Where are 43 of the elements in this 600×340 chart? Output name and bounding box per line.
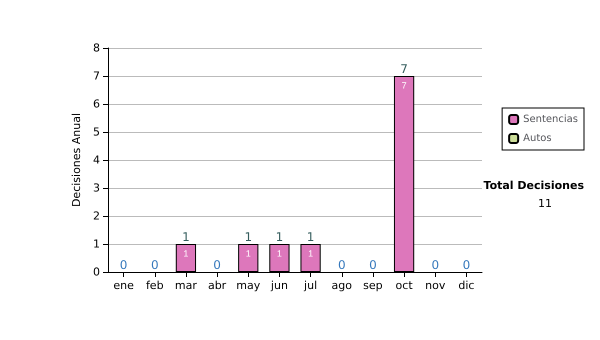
x-tick-label: ene [113, 279, 134, 292]
legend-label: Sentencias [523, 114, 578, 125]
x-tick-label: abr [208, 279, 227, 292]
x-tick-label: jul [303, 279, 318, 292]
data-label: 7 [402, 80, 407, 90]
data-label: 1 [308, 248, 314, 258]
total-label: 1 [276, 230, 284, 244]
y-tick-label: 0 [93, 266, 100, 278]
x-tick-label: feb [146, 279, 164, 292]
total-label: 0 [431, 258, 440, 272]
text: 11 [538, 197, 552, 210]
total-label: 0 [338, 258, 346, 272]
data-label: 1 [276, 248, 282, 258]
x-tick-label: oct [396, 279, 414, 292]
x-tick-label: nov [425, 279, 446, 292]
total-label: 1 [244, 230, 252, 244]
y-tick-label: 2 [93, 210, 100, 222]
legend-label: Autos [523, 133, 552, 144]
y-tick-label: 7 [93, 70, 100, 82]
y-tick-label: 1 [93, 238, 100, 250]
data-label: 1 [246, 248, 251, 258]
x-tick-label: may [236, 279, 261, 292]
x-tick-label: dic [458, 279, 474, 292]
y-tick-label: 6 [93, 98, 100, 110]
total-label: 0 [462, 258, 470, 272]
x-tick-label: mar [174, 279, 198, 292]
y-tick-label: 3 [93, 182, 100, 194]
total-label: 0 [120, 258, 128, 272]
y-tick-label: 8 [93, 42, 100, 54]
x-tick-label: sep [363, 279, 383, 292]
total-label: 0 [150, 258, 159, 272]
text: Total Decisiones [484, 179, 584, 192]
data-label: 1 [183, 248, 188, 258]
y-tick-label: 5 [93, 126, 100, 138]
y-tick-label: 4 [93, 154, 100, 166]
y-axis-title: Decisiones Anual [70, 112, 84, 208]
total-label: 0 [213, 258, 221, 272]
x-tick-label: ago [332, 279, 352, 292]
total-label: 1 [182, 230, 190, 244]
total-label: 1 [306, 230, 314, 244]
x-tick-label: jun [270, 279, 288, 292]
total-label: 0 [369, 258, 377, 272]
total-label: 7 [400, 62, 408, 76]
